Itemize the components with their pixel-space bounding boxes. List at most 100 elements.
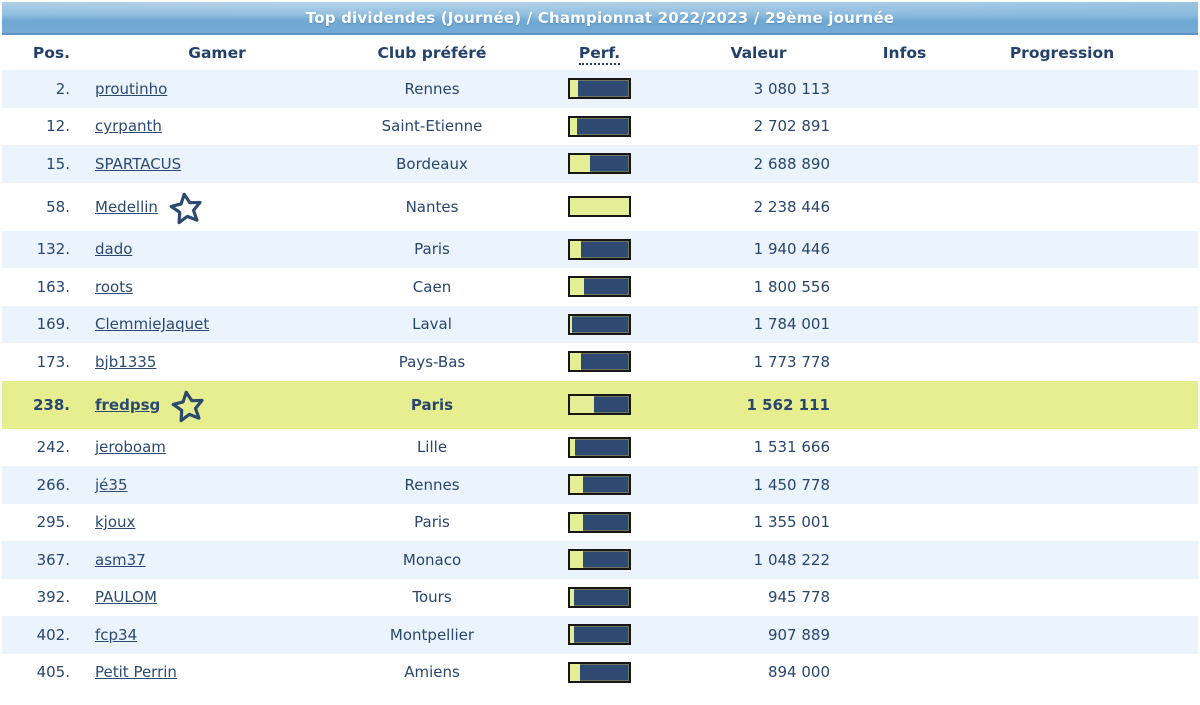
pos-cell: 132. — [36, 240, 70, 259]
perf-bar — [568, 624, 631, 646]
gamer-cell: dado — [82, 240, 352, 258]
gamer-link[interactable]: fredpsg — [95, 395, 161, 414]
perf-cell — [512, 351, 687, 373]
perf-cell — [512, 586, 687, 608]
perf-cell — [512, 313, 687, 335]
gamer-link[interactable]: PAULOM — [95, 588, 157, 607]
gamer-cell: fredpsg — [82, 386, 352, 424]
gamer-link[interactable]: Petit Perrin — [95, 663, 177, 682]
gamer-link[interactable]: SPARTACUS — [95, 154, 182, 173]
perf-cell — [512, 394, 687, 415]
pos-cell: 238. — [32, 395, 70, 414]
table-row: 58. Medellin Nantes 2 238 446 — [2, 182, 1198, 231]
perf-bar — [568, 586, 631, 608]
perf-bar — [568, 78, 631, 100]
gamer-link[interactable]: asm37 — [95, 550, 146, 569]
gamer-cell: cyrpanth — [82, 117, 352, 135]
favorite-star-icon[interactable] — [167, 385, 210, 428]
pos-cell: 58. — [46, 197, 70, 216]
club-cell: Rennes — [404, 475, 460, 494]
value-cell: 1 800 556 — [753, 277, 830, 296]
club-cell: Saint-Etienne — [381, 117, 483, 136]
table-row: 402. fcp34 Montpellier 907 889 — [2, 616, 1198, 654]
value-cell: 2 702 891 — [753, 117, 830, 136]
value-cell: 1 784 001 — [753, 315, 830, 334]
gamer-link[interactable]: jeroboam — [95, 438, 166, 457]
gamer-cell: jeroboam — [82, 438, 352, 456]
gamer-cell: PAULOM — [82, 588, 352, 606]
perf-bar — [568, 394, 631, 415]
gamer-cell: Petit Perrin — [82, 663, 352, 681]
gamer-cell: roots — [82, 278, 352, 296]
club-cell: Rennes — [404, 79, 460, 98]
table-row: 2. proutinho Rennes 3 080 113 — [2, 70, 1198, 108]
value-cell: 1 773 778 — [753, 352, 830, 371]
club-cell: Paris — [414, 240, 450, 259]
club-cell: Amiens — [404, 663, 460, 682]
value-cell: 894 000 — [767, 663, 830, 682]
table-row: 242. jeroboam Lille 1 531 666 — [2, 428, 1198, 466]
value-cell: 2 688 890 — [753, 154, 830, 173]
table-row: 405. Petit Perrin Amiens 894 000 — [2, 653, 1198, 691]
pos-cell: 173. — [36, 352, 70, 371]
perf-bar-fill — [570, 663, 581, 681]
club-cell: Pays-Bas — [398, 352, 466, 371]
perf-bar-fill — [570, 80, 579, 98]
value-cell: 1 531 666 — [753, 438, 830, 457]
gamer-link[interactable]: fcp34 — [95, 625, 138, 644]
gamer-link[interactable]: kjoux — [95, 513, 136, 532]
club-cell: Paris — [410, 395, 454, 414]
column-header-valeur: Valeur — [730, 43, 787, 62]
table-row: 392. PAULOM Tours 945 778 — [2, 578, 1198, 616]
perf-bar — [568, 661, 631, 683]
gamer-cell: asm37 — [82, 551, 352, 569]
club-cell: Nantes — [405, 197, 459, 216]
pos-cell: 392. — [36, 588, 70, 607]
perf-cell — [512, 196, 687, 217]
gamer-cell: ClemmieJaquet — [82, 315, 352, 333]
table-row: 132. dado Paris 1 940 446 — [2, 230, 1198, 268]
table-row: 295. kjoux Paris 1 355 001 — [2, 503, 1198, 541]
favorite-star-icon[interactable] — [165, 187, 208, 230]
gamer-cell: Medellin — [82, 188, 352, 226]
perf-cell — [512, 78, 687, 100]
pos-cell: 2. — [55, 79, 70, 98]
gamer-link[interactable]: proutinho — [95, 79, 168, 98]
perf-bar — [568, 238, 631, 260]
perf-bar-fill — [570, 588, 575, 606]
perf-cell — [512, 238, 687, 260]
gamer-link[interactable]: roots — [95, 277, 133, 296]
table-row: 15. SPARTACUS Bordeaux 2 688 890 — [2, 145, 1198, 183]
perf-cell — [512, 661, 687, 683]
pos-cell: 367. — [36, 550, 70, 569]
gamer-link[interactable]: bjb1335 — [95, 352, 157, 371]
perf-bar — [568, 474, 631, 496]
perf-cell — [512, 153, 687, 175]
table-header-row: Pos. Gamer Club préféré Perf. Valeur Inf… — [2, 35, 1198, 70]
value-cell: 3 080 113 — [753, 79, 830, 98]
pos-cell: 169. — [36, 315, 70, 334]
column-header-perf: Perf. — [512, 43, 687, 65]
gamer-link[interactable]: cyrpanth — [95, 117, 162, 136]
gamer-cell: jé35 — [82, 476, 352, 494]
value-cell: 1 562 111 — [746, 395, 830, 414]
pos-cell: 405. — [36, 663, 70, 682]
perf-cell — [512, 474, 687, 496]
perf-bar-fill — [570, 551, 583, 569]
perf-bar-fill — [570, 155, 591, 173]
gamer-link[interactable]: Medellin — [95, 197, 158, 216]
perf-tooltip-label[interactable]: Perf. — [578, 43, 621, 65]
gamer-cell: SPARTACUS — [82, 155, 352, 173]
pos-cell: 295. — [36, 513, 70, 532]
gamer-link[interactable]: dado — [95, 240, 133, 259]
value-cell: 1 940 446 — [753, 240, 830, 259]
perf-bar — [568, 511, 631, 533]
perf-bar-fill — [570, 198, 629, 215]
gamer-cell: fcp34 — [82, 626, 352, 644]
value-cell: 1 450 778 — [753, 475, 830, 494]
gamer-link[interactable]: jé35 — [95, 475, 128, 494]
value-cell: 907 889 — [767, 625, 830, 644]
perf-bar-fill — [570, 476, 583, 494]
gamer-link[interactable]: ClemmieJaquet — [95, 315, 210, 334]
